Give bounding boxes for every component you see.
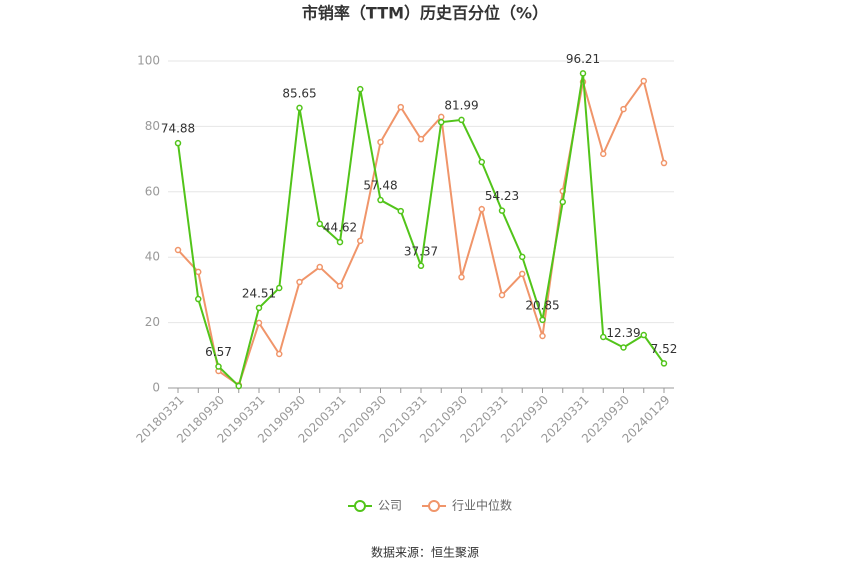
- y-tick-label: 0: [152, 381, 160, 395]
- data-point: [498, 207, 506, 214]
- chart-title: 市销率（TTM）历史百分位（%）: [302, 4, 548, 23]
- data-point: [519, 253, 526, 261]
- data-point: [255, 304, 263, 312]
- data-label: 24.51: [242, 286, 276, 300]
- data-point: [498, 291, 506, 299]
- y-tick-label: 40: [145, 250, 160, 264]
- data-label: 6.57: [205, 345, 232, 359]
- data-point: [357, 85, 364, 93]
- data-label: 7.52: [651, 342, 678, 356]
- data-point: [195, 268, 202, 276]
- data-point: [417, 262, 425, 270]
- data-point: [620, 105, 627, 113]
- data-point: [539, 332, 546, 340]
- data-point: [519, 270, 526, 278]
- data-point: [458, 273, 465, 281]
- y-tick-label: 80: [145, 119, 160, 133]
- data-point: [660, 360, 668, 367]
- y-tick-label: 20: [145, 315, 160, 329]
- data-label: 44.62: [323, 221, 357, 235]
- data-point: [215, 363, 222, 370]
- y-tick-label: 60: [145, 184, 160, 198]
- data-point: [316, 220, 323, 228]
- data-point: [579, 70, 587, 77]
- data-point: [438, 118, 445, 126]
- data-point: [235, 382, 242, 390]
- data-label: 74.88: [161, 122, 195, 136]
- data-point: [296, 278, 303, 286]
- data-point: [397, 207, 404, 215]
- data-label: 96.21: [566, 52, 600, 66]
- data-label: 37.37: [404, 244, 438, 258]
- data-label: 57.48: [363, 179, 397, 193]
- data-point: [600, 333, 607, 341]
- data-point: [357, 237, 364, 245]
- data-point: [336, 282, 344, 290]
- data-label: 20.85: [525, 298, 559, 312]
- legend-label: 公司: [378, 499, 402, 513]
- data-point: [600, 150, 607, 158]
- series-line: [177, 73, 665, 388]
- legend-marker: [354, 500, 366, 512]
- data-point: [438, 113, 445, 121]
- data-point: [195, 295, 202, 303]
- data-point: [174, 139, 182, 147]
- data-point: [539, 316, 546, 324]
- data-point: [397, 103, 404, 111]
- source-note: 数据来源：恒生聚源: [371, 545, 479, 560]
- data-point: [174, 246, 182, 254]
- data-point: [458, 116, 465, 124]
- data-point: [478, 205, 485, 213]
- data-label: 81.99: [444, 98, 478, 112]
- data-label: 12.39: [606, 326, 640, 340]
- legend-marker: [428, 500, 441, 512]
- data-point: [640, 77, 647, 85]
- data-point: [660, 159, 668, 167]
- data-point: [276, 284, 283, 292]
- data-label: 85.65: [282, 86, 316, 100]
- data-point: [620, 344, 627, 351]
- legend-label: 行业中位数: [452, 498, 512, 513]
- data-point: [559, 198, 566, 206]
- data-label: 54.23: [485, 189, 519, 203]
- data-point: [276, 350, 283, 358]
- data-point: [296, 104, 303, 112]
- data-point: [316, 263, 323, 271]
- data-point: [255, 319, 263, 327]
- data-point: [377, 196, 384, 204]
- data-point: [417, 135, 425, 143]
- y-tick-label: 100: [137, 54, 160, 68]
- data-point: [640, 331, 647, 339]
- data-point: [377, 138, 384, 146]
- data-point: [478, 158, 485, 166]
- data-point: [336, 238, 344, 246]
